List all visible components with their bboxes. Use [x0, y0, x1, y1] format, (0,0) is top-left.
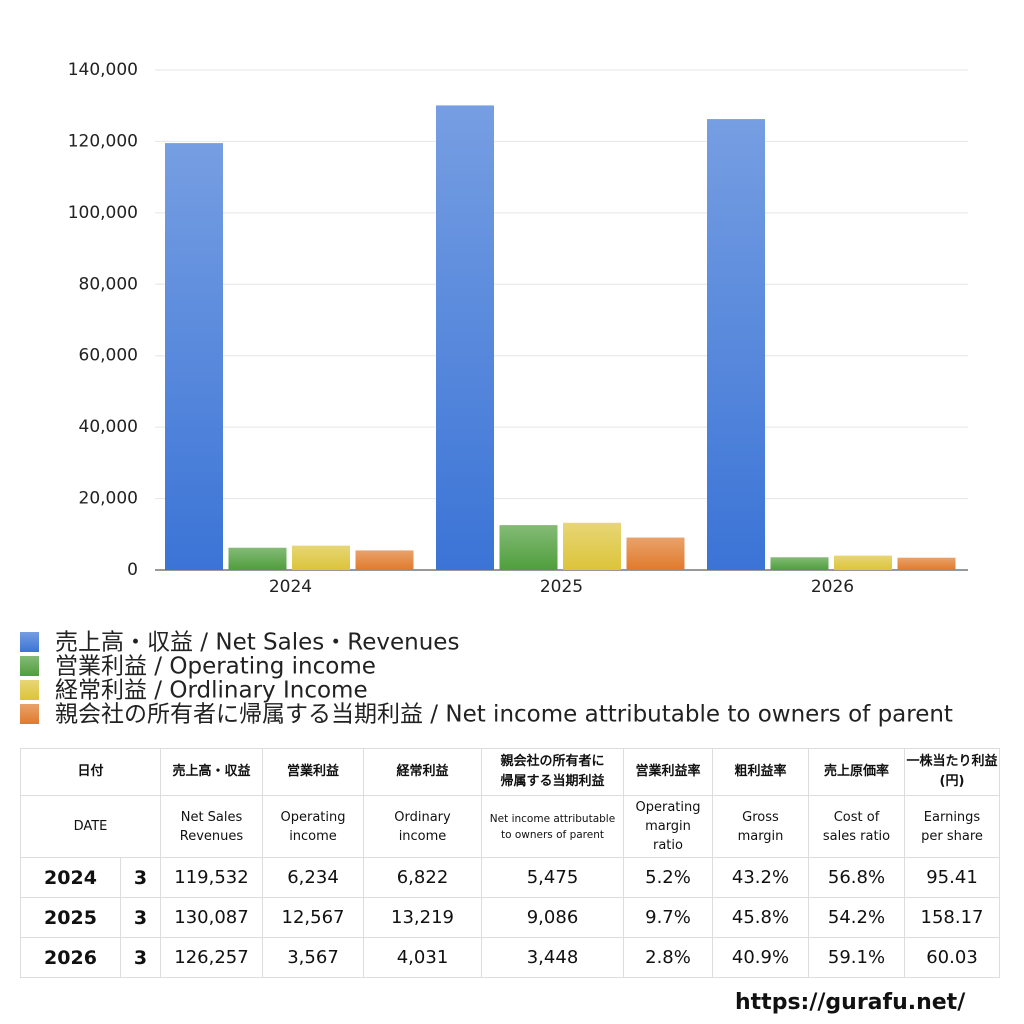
- table-cell: 3: [120, 897, 161, 938]
- table-cell: 2.8%: [623, 937, 713, 978]
- table-cell: 13,219: [363, 897, 482, 938]
- table-cell: 119,532: [160, 857, 263, 898]
- table-cell: 158.17: [904, 897, 1000, 938]
- y-tick-label: 140,000: [68, 60, 138, 80]
- y-tick-label: 60,000: [79, 346, 138, 366]
- table-cell: 95.41: [904, 857, 1000, 898]
- header-cell: Operating margin ratio: [623, 795, 713, 858]
- table-cell: 5.2%: [623, 857, 713, 898]
- table-cell: 9,086: [481, 897, 624, 938]
- header-cell: 営業利益率: [623, 748, 713, 796]
- bar: [707, 119, 765, 570]
- header-cell: Net Sales Revenues: [160, 795, 263, 858]
- legend-swatch: [20, 632, 39, 652]
- legend-swatch: [20, 656, 39, 676]
- legend-swatch: [20, 680, 39, 700]
- legend-label: 営業利益 / Operating income: [55, 654, 376, 680]
- table-cell: 45.8%: [712, 897, 809, 938]
- table-cell: 60.03: [904, 937, 1000, 978]
- table-cell: 54.2%: [808, 897, 905, 938]
- x-tick-label: 2024: [269, 577, 312, 597]
- legend-label: 売上高・収益 / Net Sales・Revenues: [55, 630, 459, 656]
- table-cell: 3,567: [262, 937, 364, 978]
- header-cell: Ordinary income: [363, 795, 482, 858]
- data-table: 日付 売上高・収益 営業利益 経常利益 親会社の所有者に 帰属する当期利益 営業利益率 粗利…: [20, 748, 1000, 978]
- table-cell: 40.9%: [712, 937, 809, 978]
- bar: [436, 105, 494, 571]
- table-cell: 43.2%: [712, 857, 809, 898]
- header-cell: Net income attributable to owners of par…: [481, 795, 624, 858]
- footer-url: https://gurafu.net/: [735, 990, 966, 1015]
- table-cell: 2025: [20, 897, 121, 938]
- table-cell: 59.1%: [808, 937, 905, 978]
- chart: 0 20,000 40,000 60,000 80,000 100,000 120,000 1…: [20, 60, 968, 728]
- table-cell: 3: [120, 937, 161, 978]
- table-cell: 6,234: [262, 857, 364, 898]
- header-cell: 売上原価率: [808, 748, 905, 796]
- y-tick-label: 120,000: [68, 131, 138, 151]
- header-cell: 親会社の所有者に 帰属する当期利益: [481, 748, 624, 796]
- table-cell: 3: [120, 857, 161, 898]
- table-cell: 3,448: [481, 937, 624, 978]
- header-cell: 一株当たり利益 (円): [904, 748, 1000, 796]
- header-cell: 営業利益: [262, 748, 364, 796]
- bar: [563, 522, 621, 570]
- header-cell: Cost of sales ratio: [808, 795, 905, 858]
- bar: [355, 550, 414, 570]
- header-cell: DATE: [20, 795, 161, 858]
- bar: [897, 557, 956, 570]
- table-cell: 2024: [20, 857, 121, 898]
- x-tick-label: 2026: [811, 577, 854, 597]
- table-cell: 12,567: [262, 897, 364, 938]
- bar: [165, 143, 223, 570]
- legend-label: 親会社の所有者に帰属する当期利益 / Net income attributab…: [55, 702, 953, 728]
- table-cell: 9.7%: [623, 897, 713, 938]
- y-tick-label: 100,000: [68, 203, 138, 223]
- legend-label: 経常利益 / Ordlinary Income: [55, 678, 368, 704]
- x-tick-label: 2025: [540, 577, 583, 597]
- y-tick-label: 20,000: [79, 489, 138, 509]
- y-tick-label: 0: [127, 560, 138, 580]
- bar: [292, 545, 350, 570]
- bar: [770, 557, 829, 570]
- y-tick-label: 80,000: [79, 274, 138, 294]
- header-cell: 売上高・収益: [160, 748, 263, 796]
- header-cell: Operating income: [262, 795, 364, 858]
- table-cell: 126,257: [160, 937, 263, 978]
- table-cell: 6,822: [363, 857, 482, 898]
- legend-swatch: [20, 704, 39, 724]
- bar: [834, 555, 892, 570]
- header-cell: 粗利益率: [712, 748, 809, 796]
- bar: [499, 525, 558, 570]
- table-cell: 56.8%: [808, 857, 905, 898]
- table-cell: 2026: [20, 937, 121, 978]
- header-cell: Earnings per share: [904, 795, 1000, 858]
- bar: [228, 547, 287, 570]
- bar: [626, 537, 685, 570]
- table-cell: 4,031: [363, 937, 482, 978]
- header-cell: 経常利益: [363, 748, 482, 796]
- header-cell: Gross margin: [712, 795, 809, 858]
- table-cell: 130,087: [160, 897, 263, 938]
- header-cell: 日付: [20, 748, 161, 796]
- y-tick-label: 40,000: [79, 417, 138, 437]
- table-cell: 5,475: [481, 857, 624, 898]
